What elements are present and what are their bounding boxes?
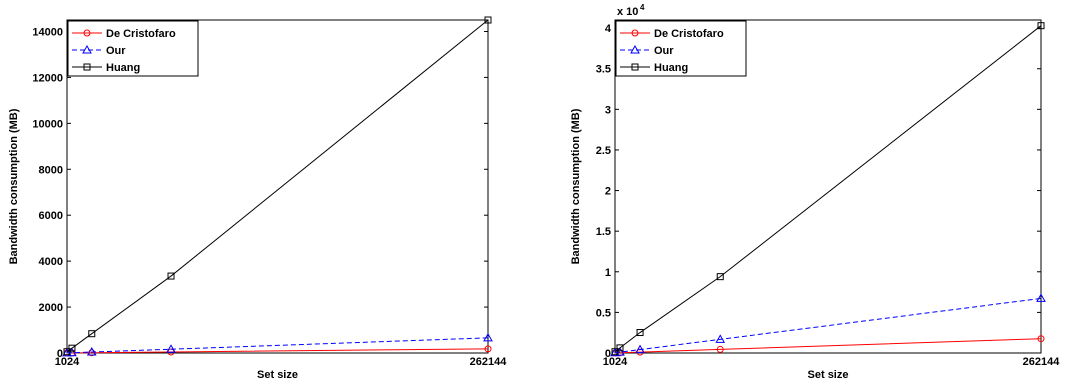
legend-entry: De Cristofaro bbox=[106, 28, 176, 40]
y-tick-label: 2.5 bbox=[596, 145, 611, 157]
data-point bbox=[483, 332, 493, 342]
legend-marker bbox=[83, 29, 91, 37]
legend-marker bbox=[82, 44, 92, 54]
data-point bbox=[68, 344, 76, 352]
y-tick-label: 6000 bbox=[39, 210, 63, 222]
legend-marker bbox=[630, 44, 640, 54]
y-tick-label: 2 bbox=[605, 186, 611, 198]
data-point bbox=[636, 329, 644, 337]
y-tick-label: 0 bbox=[605, 348, 611, 360]
data-point bbox=[716, 273, 724, 281]
y-tick-label: 1.5 bbox=[596, 226, 611, 238]
data-point bbox=[1037, 335, 1045, 343]
data-point bbox=[484, 345, 492, 353]
data-point bbox=[716, 345, 724, 353]
y-tick-label: 0 bbox=[57, 348, 63, 360]
y-tick-label: 10000 bbox=[32, 118, 63, 130]
legend-entry: Our bbox=[106, 45, 126, 57]
data-point bbox=[88, 330, 96, 338]
data-point bbox=[86, 347, 97, 356]
y-tick-label: 14000 bbox=[32, 26, 63, 38]
legend-entry: Huang bbox=[106, 62, 140, 74]
legend-marker bbox=[83, 63, 91, 71]
y-tick-label: 1 bbox=[605, 267, 611, 279]
x-tick-label: 1024 bbox=[603, 356, 628, 368]
y-tick-label: 0.5 bbox=[596, 307, 611, 319]
data-point bbox=[62, 347, 72, 357]
data-point bbox=[166, 344, 176, 353]
x-tick-label: 262144 bbox=[1023, 356, 1061, 368]
y-tick-label: 4000 bbox=[39, 256, 63, 268]
chart-left: 0 2000 4000 6000 8000 10000 12000 14000 1024 2621… bbox=[8, 16, 508, 381]
data-point bbox=[63, 348, 71, 356]
x-axis-label: Set size bbox=[257, 369, 298, 381]
legend-marker bbox=[631, 29, 639, 37]
y-exponent-label: x 10 bbox=[617, 6, 638, 18]
y-tick-label: 3 bbox=[605, 104, 611, 116]
data-point bbox=[1036, 293, 1046, 302]
x-tick-label: 262144 bbox=[470, 356, 508, 368]
y-tick-label: 4 bbox=[605, 23, 612, 35]
y-tick-label: 3.5 bbox=[596, 64, 611, 76]
legend-entry: De Cristofaro bbox=[654, 28, 724, 40]
legend-entry: Our bbox=[654, 45, 674, 57]
data-point bbox=[611, 348, 619, 356]
x-tick-label: 1024 bbox=[55, 356, 80, 368]
data-point bbox=[616, 344, 624, 352]
data-point bbox=[610, 347, 620, 357]
y-tick-label: 12000 bbox=[32, 72, 63, 84]
legend-marker bbox=[631, 63, 639, 71]
legend-entry: Huang bbox=[654, 62, 688, 74]
y-axis-label: Bandwidth consumption (MB) bbox=[8, 108, 20, 264]
x-axis-label: Set size bbox=[808, 369, 849, 381]
data-point bbox=[484, 16, 492, 24]
data-point bbox=[1037, 22, 1045, 30]
data-point bbox=[167, 272, 175, 280]
data-point bbox=[635, 344, 645, 354]
y-tick-label: 8000 bbox=[39, 164, 63, 176]
data-point bbox=[715, 334, 726, 343]
y-tick-label: 2000 bbox=[39, 302, 63, 314]
y-exponent-power: 4 bbox=[640, 3, 645, 12]
y-axis-label: Bandwidth consumption (MB) bbox=[570, 108, 582, 264]
